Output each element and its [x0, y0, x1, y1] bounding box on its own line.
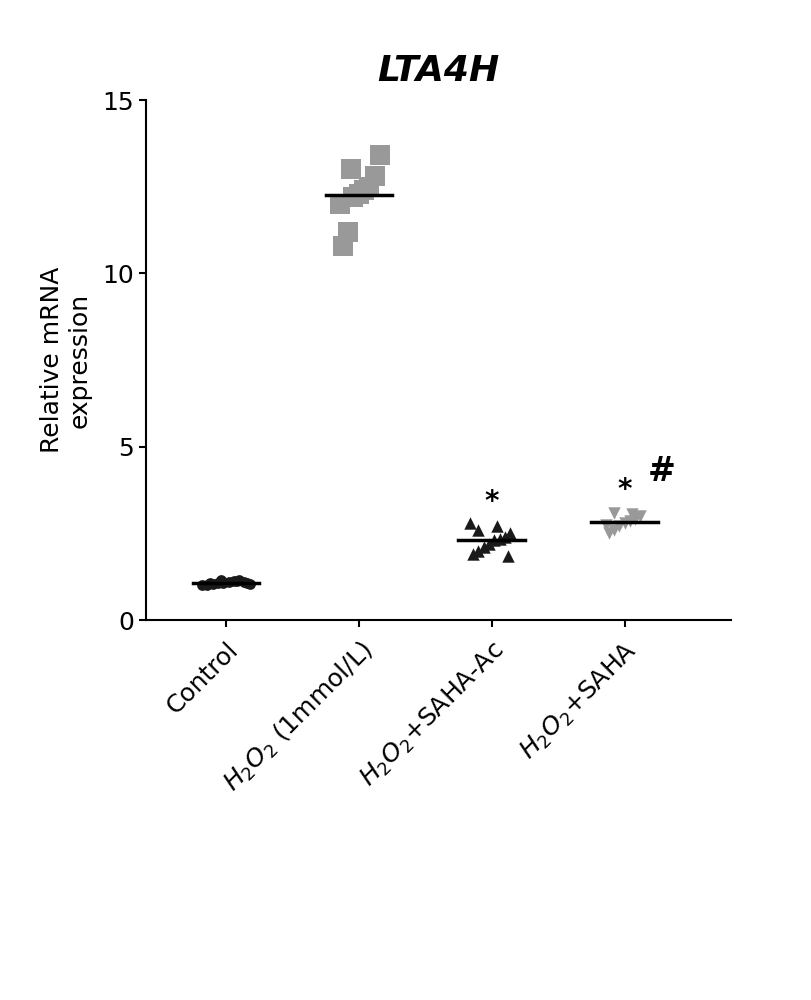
Y-axis label: Relative mRNA
expression: Relative mRNA expression	[40, 267, 92, 453]
Point	[363, 179, 375, 195]
Point	[628, 511, 641, 527]
Point	[204, 575, 217, 591]
Point	[373, 147, 386, 163]
Point	[352, 186, 365, 202]
Point	[612, 518, 625, 534]
Point	[490, 518, 503, 534]
Point	[498, 529, 511, 545]
Text: $H_2O_2$+SAHA: $H_2O_2$+SAHA	[515, 637, 642, 765]
Text: $H_2O_2$+SAHA-Ac: $H_2O_2$+SAHA-Ac	[355, 637, 509, 792]
Point	[341, 224, 354, 240]
Point	[463, 515, 476, 531]
Point	[227, 573, 240, 589]
Point	[607, 505, 620, 521]
Point	[346, 189, 359, 205]
Point	[367, 168, 380, 184]
Point	[503, 525, 516, 541]
Point	[492, 531, 505, 547]
Point	[477, 539, 490, 555]
Text: *: *	[484, 488, 498, 516]
Point	[623, 513, 636, 529]
Point	[617, 515, 630, 531]
Point	[217, 575, 230, 591]
Point	[471, 522, 484, 538]
Point	[633, 508, 646, 524]
Point	[625, 506, 638, 522]
Point	[466, 546, 479, 562]
Point	[471, 543, 484, 559]
Point	[607, 522, 620, 538]
Point	[211, 575, 224, 591]
Point	[487, 532, 500, 548]
Point	[336, 238, 349, 254]
Point	[344, 161, 357, 177]
Point	[601, 525, 614, 541]
Point	[357, 182, 370, 198]
Point	[206, 576, 219, 592]
Point	[240, 575, 253, 591]
Text: $H_2O_2$ (1mmol/L): $H_2O_2$ (1mmol/L)	[218, 637, 378, 797]
Text: #: #	[647, 455, 675, 488]
Point	[500, 548, 513, 564]
Text: Control: Control	[161, 637, 242, 718]
Point	[333, 196, 346, 212]
Title: LTA4H: LTA4H	[377, 54, 499, 88]
Point	[482, 536, 495, 552]
Point	[238, 574, 251, 590]
Point	[599, 517, 611, 533]
Point	[214, 572, 227, 588]
Text: *: *	[616, 476, 631, 504]
Point	[230, 573, 242, 589]
Point	[233, 572, 246, 588]
Point	[243, 576, 256, 592]
Point	[195, 577, 208, 593]
Point	[221, 574, 234, 590]
Point	[200, 577, 213, 593]
